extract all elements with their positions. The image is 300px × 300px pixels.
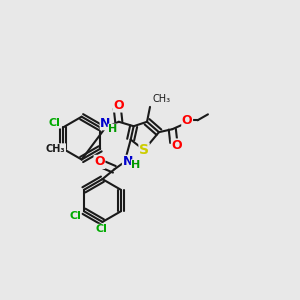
Text: H: H bbox=[131, 160, 141, 170]
Text: O: O bbox=[94, 155, 105, 168]
Text: CH₃: CH₃ bbox=[46, 144, 65, 154]
Text: CH₃: CH₃ bbox=[153, 94, 171, 104]
Text: Cl: Cl bbox=[95, 224, 107, 234]
Text: O: O bbox=[171, 139, 182, 152]
Text: Cl: Cl bbox=[69, 211, 81, 221]
Text: H: H bbox=[108, 124, 118, 134]
Text: N: N bbox=[100, 117, 111, 130]
Text: S: S bbox=[139, 143, 149, 157]
Text: O: O bbox=[182, 114, 193, 128]
Text: O: O bbox=[113, 99, 124, 112]
Text: N: N bbox=[122, 155, 133, 168]
Text: Cl: Cl bbox=[49, 118, 61, 128]
